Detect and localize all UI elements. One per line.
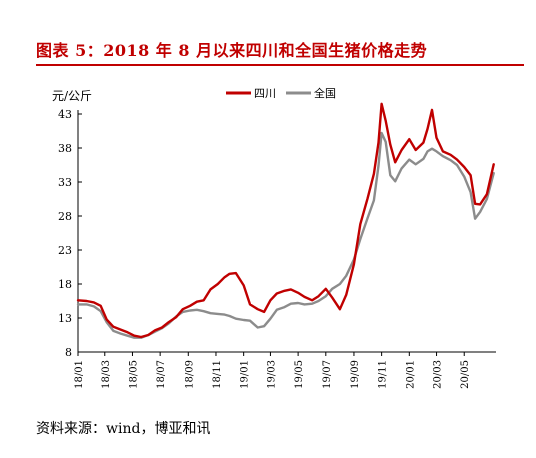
series-lines <box>76 102 495 339</box>
y-tick-label: 13 <box>58 312 72 325</box>
x-tick-label: 18/03 <box>101 360 112 389</box>
legend-label-sichuan: 四川 <box>254 87 276 100</box>
y-tick-label: 18 <box>58 278 72 291</box>
y-tick-label: 8 <box>65 346 72 359</box>
x-tick-label: 19/07 <box>322 360 333 389</box>
x-tick-label: 19/09 <box>350 360 361 389</box>
y-tick-label: 43 <box>58 108 72 121</box>
x-axis: 18/01 18/03 18/05 18/07 18/09 18/11 19/01 19/03… <box>74 351 496 389</box>
y-tick-label: 33 <box>58 176 72 189</box>
x-tick-label: 18/11 <box>212 360 223 389</box>
y-tick-label: 23 <box>58 244 72 257</box>
x-tick-label: 19/01 <box>240 360 251 389</box>
series-line-national <box>76 131 495 339</box>
y-axis: 8 13 18 23 28 33 38 43 <box>58 108 82 359</box>
x-tick-label: 19/05 <box>294 360 305 389</box>
legend-label-national: 全国 <box>314 86 336 100</box>
series-line-sichuan <box>76 102 495 339</box>
x-tick-label: 18/01 <box>74 360 85 389</box>
legend: 四川 全国 <box>226 86 336 100</box>
x-tick-label: 18/07 <box>156 360 167 389</box>
x-tick-label: 20/05 <box>460 360 471 389</box>
source-note: 资料来源：wind，博亚和讯 <box>36 421 211 437</box>
figure-title: 图表 5：2018 年 8 月以来四川和全国生猪价格走势 <box>36 41 428 60</box>
y-tick-label: 38 <box>58 142 72 155</box>
y-unit-label: 元/公斤 <box>52 89 92 103</box>
x-tick-label: 18/09 <box>184 360 195 389</box>
x-tick-label: 19/03 <box>266 360 277 389</box>
title-rule <box>36 64 524 66</box>
y-tick-label: 28 <box>58 210 72 223</box>
x-tick-label: 19/11 <box>378 360 389 389</box>
x-tick-label: 18/05 <box>128 360 139 389</box>
x-tick-label: 20/01 <box>405 360 416 389</box>
x-tick-label: 20/03 <box>433 360 444 389</box>
